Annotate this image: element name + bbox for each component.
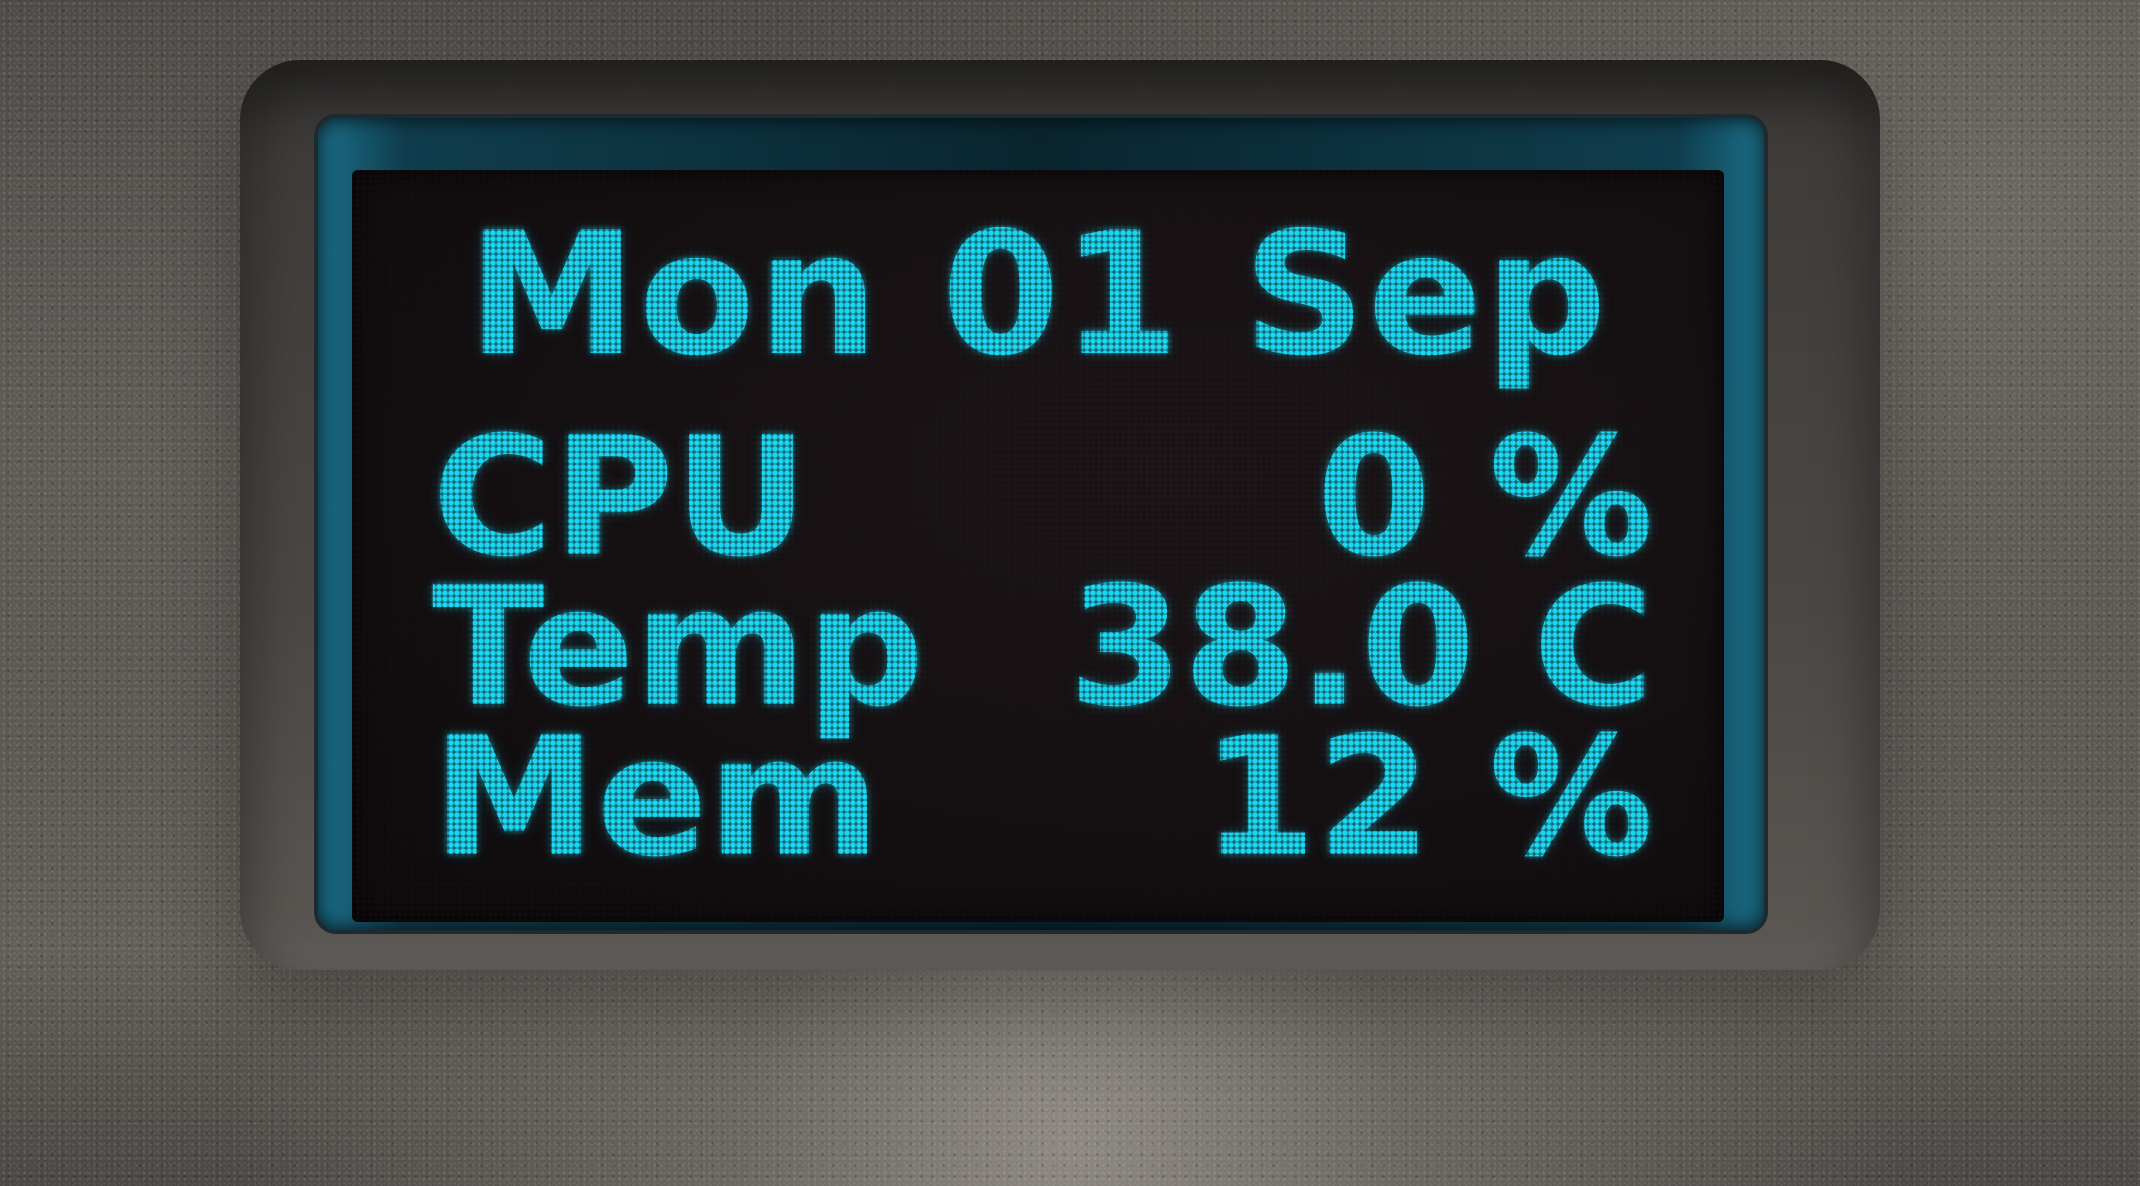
oled-screen: Mon 01 Sep CPU 0 % Temp 38.0 C Mem 12 % (352, 170, 1724, 922)
mem-value: 12 % (1201, 701, 1654, 893)
mem-label: Mem (432, 701, 881, 893)
date-readout: Mon 01 Sep (467, 196, 1609, 394)
